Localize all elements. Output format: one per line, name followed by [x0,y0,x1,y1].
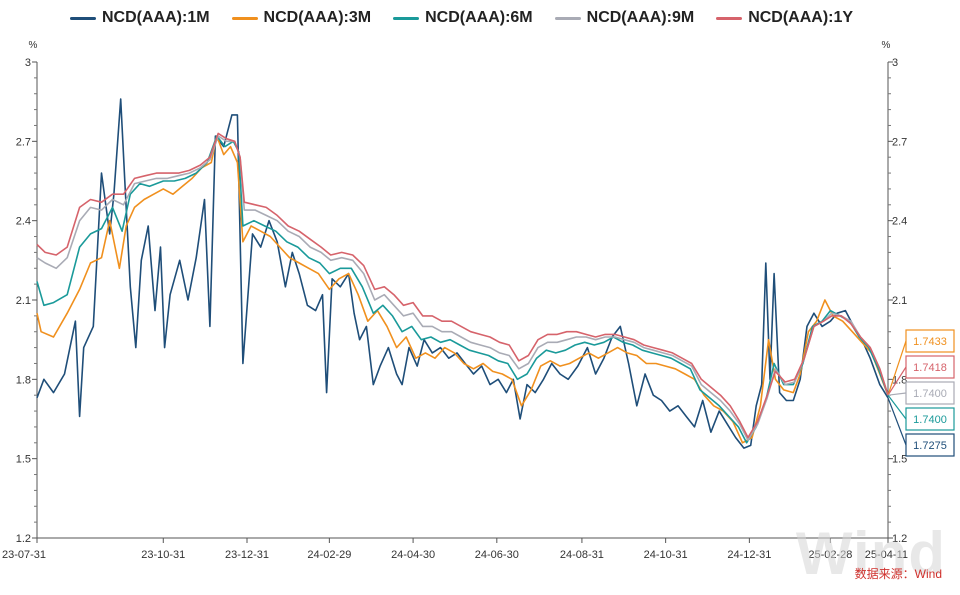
legend-swatch [231,16,258,20]
x-tick-label: 24-06-30 [475,549,519,561]
y-tick-label-right: 3 [892,57,898,69]
y-tick-label-right: 2.1 [892,295,907,307]
y-tick-label-left: 2.1 [16,295,31,307]
end-leader-line [887,397,907,446]
y-tick-label-right: 1.5 [892,454,907,466]
legend-label: NCD(AAA):3M [263,9,372,26]
data-source-label: 数据来源：Wind [854,567,942,581]
x-tick-label: 23-10-31 [141,549,185,561]
legend-label: NCD(AAA):6M [425,9,533,26]
legend-swatch [393,16,420,20]
legend-item: NCD(AAA):9M [554,9,695,27]
x-tick-label: 24-10-31 [644,549,688,561]
legend-item: NCD(AAA):6M [393,9,533,27]
x-tick-label: 24-02-29 [307,549,351,561]
y-tick-label-left: 3 [25,57,31,69]
legend: NCD(AAA):1M NCD(AAA):3M NCD(AAA):6M NCD(AAA… [70,6,940,30]
end-value-box [905,433,955,457]
x-tick-label: 24-08-31 [560,549,604,561]
x-tick-label: 23-07-31 [2,549,46,561]
end-leader-line [887,392,907,396]
legend-label: NCD(AAA):1Y [748,9,854,26]
x-tick-label: 23-12-31 [225,549,269,561]
end-value-label: 1.7400 [913,414,947,426]
y-tick-label-left: 2.4 [16,216,31,228]
legend-swatch [554,16,581,20]
legend-swatch [70,16,96,20]
y-tick-label-right: 2.4 [892,216,907,228]
end-value-box [905,381,955,405]
series-line [36,132,889,439]
x-tick-label: 25-04-11 [865,549,908,561]
x-tick-label: 25-02-28 [808,549,852,561]
end-value-label: 1.7400 [913,388,947,400]
x-tick-label: 24-04-30 [391,549,435,561]
y-tick-label-left: 1.2 [16,533,31,545]
legend-item: NCD(AAA):1Y [716,9,853,27]
legend-item: NCD(AAA):3M [231,9,372,27]
end-value-box [905,329,955,353]
legend-label: NCD(AAA):1M [102,9,210,26]
end-value-box [905,355,955,379]
series-line [36,135,889,444]
series-line [36,135,889,444]
end-leader-line [887,366,907,396]
end-value-label: 1.7275 [913,440,947,452]
end-leader-line [887,340,907,396]
legend-swatch [716,16,743,20]
y-tick-label-right: 2.7 [892,136,907,148]
y-tick-label-left: 1.8 [16,374,31,386]
end-value-label: 1.7418 [913,362,947,374]
series-line [36,98,889,449]
y-unit-right: % [882,40,891,51]
y-tick-label-right: 1.2 [892,533,907,545]
legend-label: NCD(AAA):9M [586,9,695,26]
end-value-box [905,407,955,431]
y-tick-label-left: 2.7 [16,136,31,148]
y-unit-left: % [29,40,38,51]
x-tick-label: 24-12-31 [727,549,771,561]
series-line [36,135,889,441]
legend-item: NCD(AAA):1M [70,9,210,27]
end-value-label: 1.7433 [913,336,947,348]
y-tick-label-left: 1.5 [16,454,31,466]
watermark-logo: Wind [795,520,946,587]
end-leader-line [887,394,907,420]
